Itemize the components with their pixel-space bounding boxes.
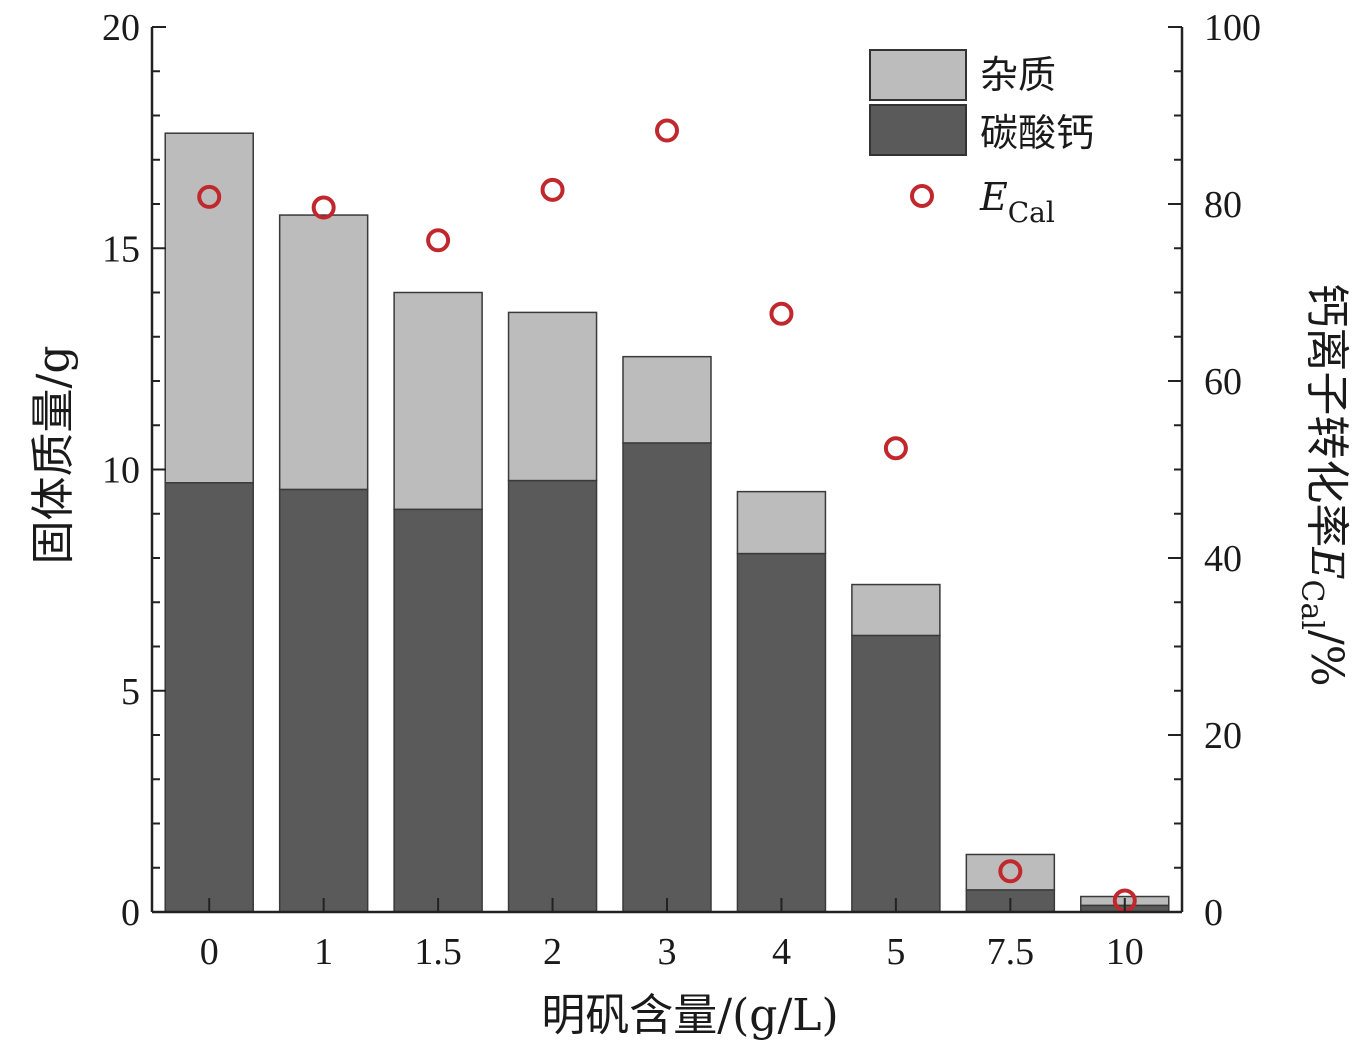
x-tick-label: 10 (1106, 931, 1144, 973)
y-axis-right-title: 钙离子转化率ECal/% (1294, 283, 1352, 686)
legend-label-ecal-var: E (979, 175, 1008, 219)
bar-impurity-1 (278, 214, 369, 491)
bar-calcium-carbonate-3 (507, 479, 598, 913)
y-left-tick-label: 15 (102, 228, 140, 270)
x-tick-label: 1.5 (414, 931, 462, 973)
bar-impurity-3 (507, 311, 598, 482)
y-left-tick-label: 5 (121, 671, 140, 713)
y-right-tick-label: 80 (1204, 184, 1242, 226)
y-right-tick-label: 20 (1204, 715, 1242, 757)
bar-calcium-carbonate-0 (164, 482, 254, 913)
bar-impurity-5 (736, 490, 827, 555)
x-tick-label: 3 (658, 931, 677, 973)
x-tick-label: 0 (200, 931, 219, 973)
point-ecal-5 (769, 301, 794, 326)
point-ecal-6 (883, 436, 908, 461)
point-ecal-7 (998, 859, 1023, 884)
y-left-tick-label: 0 (121, 892, 140, 934)
y-right-tick-label: 60 (1204, 361, 1242, 403)
y-right-tick-label: 0 (1204, 892, 1223, 934)
legend-label-ecal-sub: Cal (1008, 196, 1055, 229)
legend: 杂质 碳酸钙 ECal (869, 49, 1094, 229)
legend-label-calcium-carbonate: 碳酸钙 (980, 111, 1094, 155)
x-tick-label: 4 (772, 931, 791, 973)
y-axis-right-title-sub: Cal (1294, 580, 1329, 630)
bar-calcium-carbonate-2 (393, 508, 483, 913)
legend-marker-ecal (910, 184, 934, 208)
legend-label-ecal: ECal (979, 175, 1055, 229)
bar-impurity-4 (622, 355, 712, 444)
y-left-tick-label: 20 (102, 7, 140, 49)
point-ecal-2 (426, 228, 451, 253)
bar-calcium-carbonate-4 (622, 442, 712, 913)
bar-impurity-6 (851, 583, 941, 637)
legend-swatch-impurity (869, 49, 967, 101)
y-axis-right-title-prefix: 钙离子转化率 (1301, 283, 1352, 547)
points-layer (197, 118, 1137, 913)
bar-impurity-0 (164, 132, 254, 484)
legend-label-impurity: 杂质 (980, 53, 1056, 97)
x-axis-title: 明矾含量/(g/L) (541, 990, 838, 1041)
bar-impurity-2 (393, 291, 483, 511)
y-right-tick-label: 100 (1204, 7, 1261, 49)
legend-swatch-calcium-carbonate (869, 104, 967, 156)
point-ecal-1 (311, 195, 336, 220)
ticks-layer: 0 5 10 15 20 0 20 40 60 80 100 0 1 1.5 2 3 4 5 7.5 10 (102, 7, 1261, 973)
x-tick-label: 1 (314, 931, 333, 973)
y-axis-right-title-suffix: /% (1301, 630, 1352, 687)
y-right-tick-label: 40 (1204, 538, 1242, 580)
point-ecal-3 (540, 177, 565, 202)
x-tick-label: 2 (543, 931, 562, 973)
x-tick-label: 7.5 (987, 931, 1035, 973)
y-axis-left-title: 固体质量/g (28, 346, 79, 565)
x-tick-label: 5 (886, 931, 905, 973)
point-ecal-0 (197, 184, 222, 209)
bar-calcium-carbonate-6 (851, 634, 941, 913)
y-left-tick-label: 10 (102, 450, 140, 492)
bar-calcium-carbonate-5 (736, 552, 827, 913)
point-ecal-4 (655, 118, 679, 143)
y-axis-right-title-var: E (1301, 546, 1352, 579)
bar-calcium-carbonate-1 (278, 488, 369, 913)
bars-layer (164, 132, 1170, 913)
